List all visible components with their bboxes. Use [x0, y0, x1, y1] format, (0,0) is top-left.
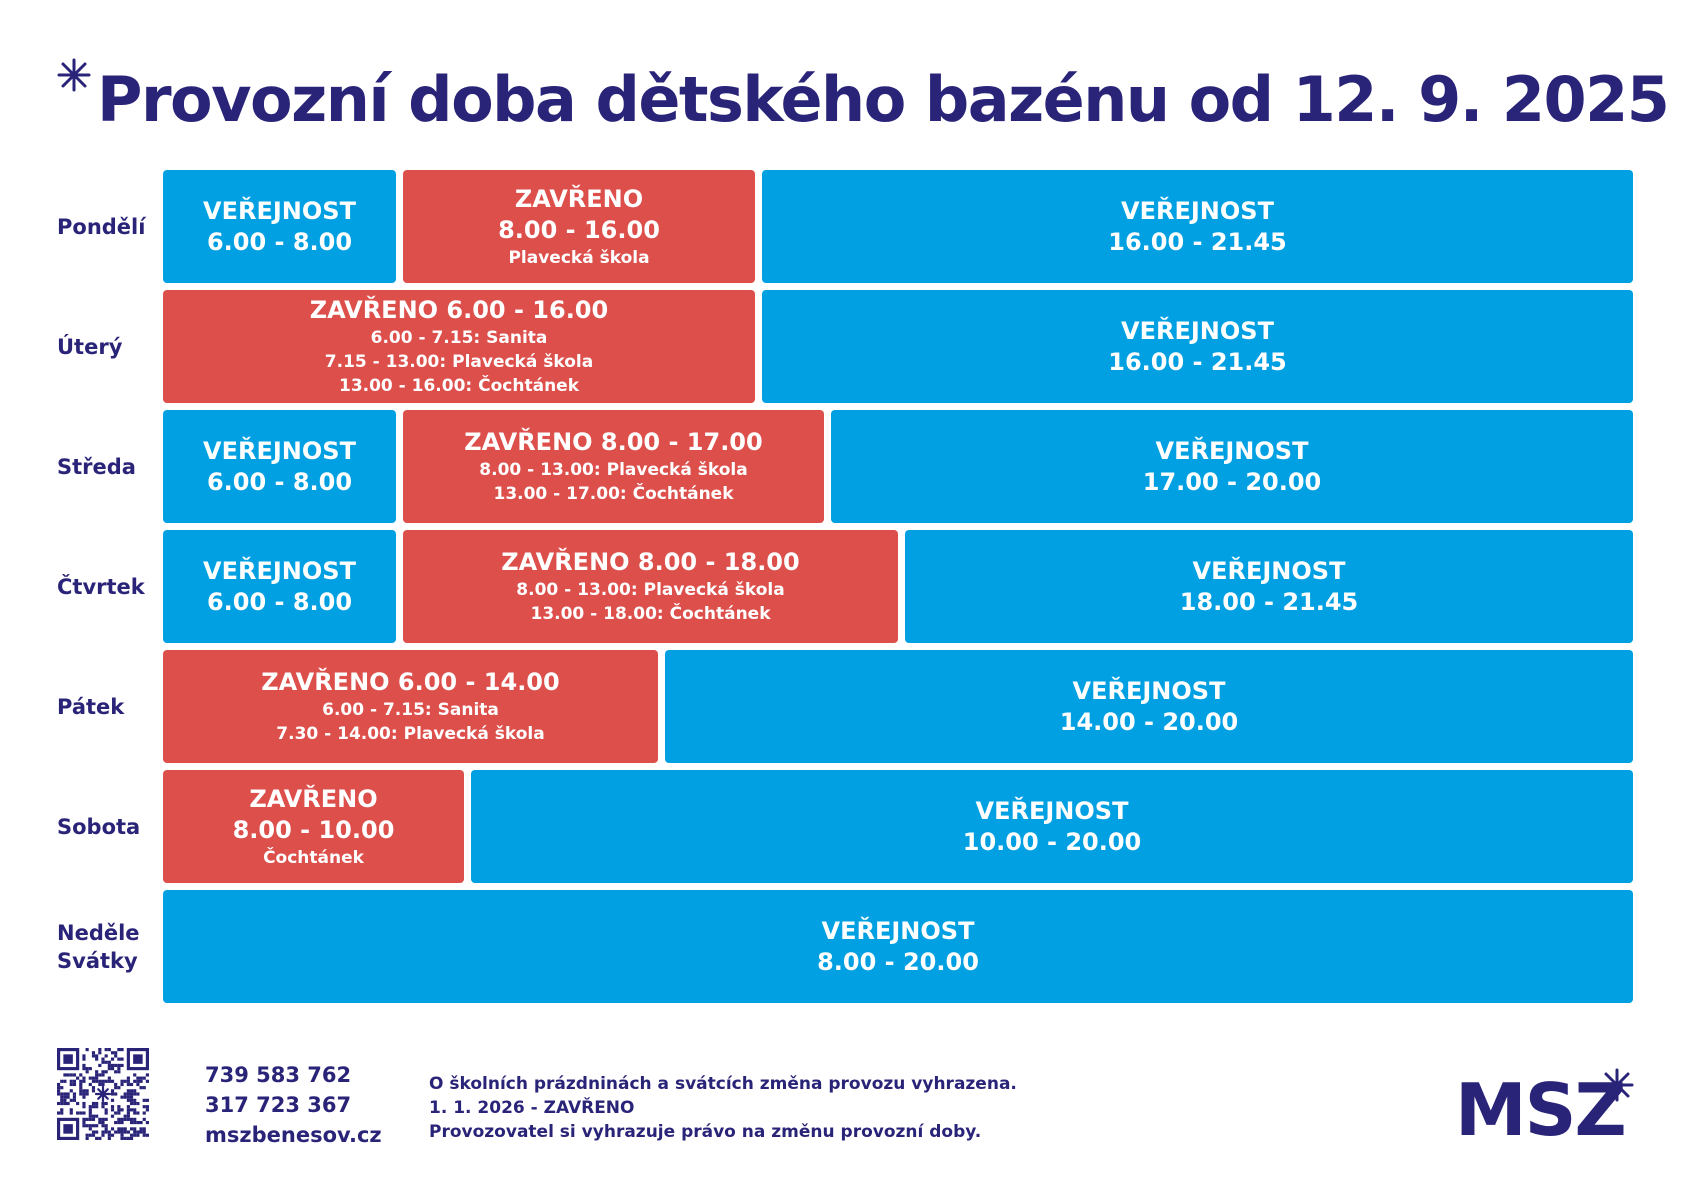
slot-title: ZAVŘENO [514, 184, 644, 213]
slot-title: ZAVŘENO 6.00 - 16.00 [309, 296, 609, 324]
slot-time: 8.00 - 10.00 [232, 815, 395, 844]
notes: O školních prázdninách a svátcích změna … [429, 1072, 1017, 1144]
slot-detail: 8.00 - 13.00: Plavecká škola [479, 460, 748, 480]
day-label: Středa [57, 410, 157, 523]
website-link[interactable]: mszbenesov.cz [205, 1123, 382, 1147]
slot-time: 10.00 - 20.00 [962, 827, 1142, 856]
page-title: Provozní doba dětského bazénu od 12. 9. … [97, 63, 1670, 136]
slot-title: ZAVŘENO 8.00 - 17.00 [464, 428, 763, 456]
slot-title: VEŘEJNOST [1121, 316, 1274, 345]
closed-slot: ZAVŘENO 8.00 - 16.00 Plavecká škola [403, 170, 755, 283]
slot-time: 17.00 - 20.00 [1142, 467, 1322, 496]
closed-slot: ZAVŘENO 8.00 - 18.00 8.00 - 13.00: Plavec… [403, 530, 898, 643]
closed-slot: ZAVŘENO 6.00 - 14.00 6.00 - 7.15: Sanita 7… [163, 650, 658, 763]
slot-detail: 6.00 - 7.15: Sanita [370, 328, 548, 348]
slot-title: VEŘEJNOST [975, 796, 1129, 825]
day-label: Pondělí [57, 170, 157, 283]
slot-time: 8.00 - 20.00 [817, 947, 979, 976]
slot-detail: 7.30 - 14.00: Plavecká škola [276, 724, 545, 744]
day-label-line: Sobota [57, 814, 141, 839]
phone-2[interactable]: 317 723 367 [205, 1093, 352, 1117]
day-label-line: Úterý [57, 334, 123, 359]
day-label-line: Středa [57, 454, 136, 479]
slot-title: VEŘEJNOST [1155, 436, 1309, 465]
closed-slot: ZAVŘENO 8.00 - 17.00 8.00 - 13.00: Plavec… [403, 410, 824, 523]
public-slot: VEŘEJNOST 17.00 - 20.00 [831, 410, 1633, 523]
note-new-year: 1. 1. 2026 - ZAVŘENO [429, 1098, 635, 1118]
public-slot: VEŘEJNOST 6.00 - 8.00 [163, 530, 396, 643]
slot-time: 6.00 - 8.00 [206, 227, 353, 256]
day-label-line: Neděle [57, 920, 140, 945]
note-operator: Provozovatel si vyhrazuje právo na změnu… [429, 1122, 982, 1142]
note-holidays: O školních prázdninách a svátcích změna … [429, 1074, 1017, 1094]
slot-title: ZAVŘENO 6.00 - 14.00 [261, 668, 560, 696]
slot-time: 16.00 - 21.45 [1108, 347, 1287, 376]
slot-title: VEŘEJNOST [1121, 196, 1274, 225]
slot-title: VEŘEJNOST [203, 436, 356, 465]
slot-title: VEŘEJNOST [1192, 556, 1346, 585]
slot-title: ZAVŘENO 8.00 - 18.00 [501, 548, 800, 576]
msz-logo: MSZ [1455, 1068, 1627, 1152]
slot-detail: 6.00 - 7.15: Sanita [322, 700, 499, 720]
slot-detail: 13.00 - 16.00: Čochtánek [338, 376, 580, 396]
day-label-line: Čtvrtek [57, 574, 145, 599]
public-slot: VEŘEJNOST 8.00 - 20.00 [163, 890, 1633, 1003]
contacts: 739 583 762 317 723 367 mszbenesov.cz [205, 1060, 382, 1150]
public-slot: VEŘEJNOST 10.00 - 20.00 [471, 770, 1633, 883]
slot-time: 6.00 - 8.00 [206, 587, 353, 616]
slot-title: VEŘEJNOST [203, 556, 356, 585]
slot-detail: Plavecká škola [508, 247, 650, 268]
slot-title: VEŘEJNOST [203, 196, 356, 225]
closed-slot: ZAVŘENO 8.00 - 10.00 Čochtánek [163, 770, 464, 883]
day-label: Úterý [57, 290, 157, 403]
slot-title: VEŘEJNOST [821, 916, 975, 945]
public-slot: VEŘEJNOST 14.00 - 20.00 [665, 650, 1633, 763]
public-slot: VEŘEJNOST 6.00 - 8.00 [163, 170, 396, 283]
slot-title: ZAVŘENO [249, 784, 378, 813]
day-label: Pátek [57, 650, 157, 763]
day-label: Sobota [57, 770, 157, 883]
public-slot: VEŘEJNOST 6.00 - 8.00 [163, 410, 396, 523]
public-slot: VEŘEJNOST 18.00 - 21.45 [905, 530, 1633, 643]
slot-time: 18.00 - 21.45 [1179, 587, 1359, 616]
qr-code-icon [57, 1048, 149, 1140]
public-slot: VEŘEJNOST 16.00 - 21.45 [762, 290, 1633, 403]
day-label: Neděle Svátky [57, 890, 157, 1003]
slot-detail: 8.00 - 13.00: Plavecká škola [516, 580, 785, 600]
slot-time: 14.00 - 20.00 [1059, 707, 1239, 736]
slot-time: 6.00 - 8.00 [206, 467, 353, 496]
slot-detail: 13.00 - 17.00: Čochtánek [493, 484, 734, 504]
closed-slot: ZAVŘENO 6.00 - 16.00 6.00 - 7.15: Sanita 7… [163, 290, 755, 403]
day-label-line: Svátky [57, 948, 138, 973]
phone-1[interactable]: 739 583 762 [205, 1063, 352, 1087]
asterisk-star-icon [57, 58, 91, 92]
slot-time: 16.00 - 21.45 [1108, 227, 1287, 256]
slot-detail: Čochtánek [263, 847, 364, 868]
public-slot: VEŘEJNOST 16.00 - 21.45 [762, 170, 1633, 283]
day-label-line: Pátek [57, 694, 125, 719]
slot-detail: 13.00 - 18.00: Čochtánek [530, 604, 771, 624]
day-label: Čtvrtek [57, 530, 157, 643]
asterisk-star-icon [1600, 1068, 1634, 1102]
slot-title: VEŘEJNOST [1072, 676, 1226, 705]
slot-detail: 7.15 - 13.00: Plavecká škola [324, 352, 594, 372]
day-label-line: Pondělí [57, 214, 146, 239]
slot-time: 8.00 - 16.00 [498, 215, 660, 244]
